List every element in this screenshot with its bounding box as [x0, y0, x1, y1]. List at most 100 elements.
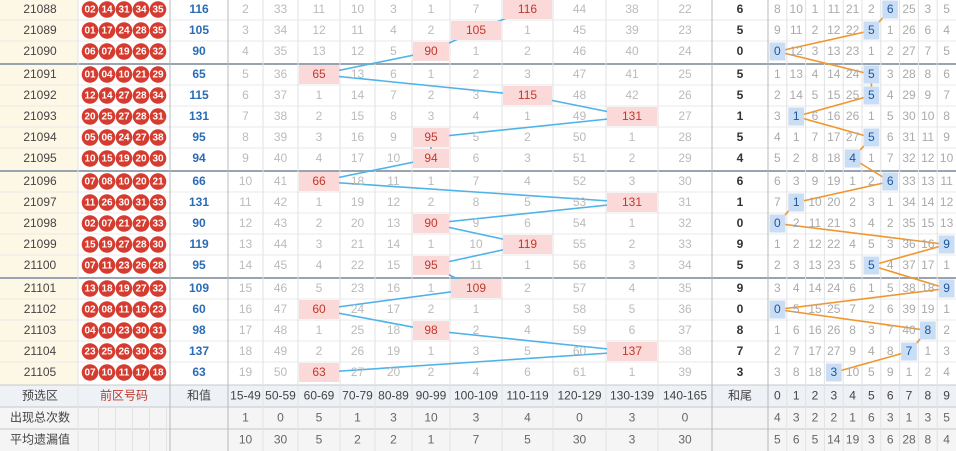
range-omission: 17 — [239, 323, 253, 337]
tail-digit-hit — [863, 86, 880, 105]
ball-number: 31 — [118, 5, 130, 16]
digit-omission: 12 — [790, 44, 804, 58]
ball-number: 17 — [101, 26, 113, 37]
digit-omission: 8 — [943, 109, 950, 123]
range-omission: 3 — [524, 151, 531, 165]
digit-omission: 9 — [774, 23, 781, 37]
digit-omission: 24 — [827, 281, 841, 295]
sum-range-hit — [413, 149, 449, 168]
ball-number: 25 — [101, 112, 113, 123]
digit-omission: 3 — [924, 2, 931, 16]
footer-range-value: 1 — [242, 411, 249, 425]
range-omission: 10 — [469, 237, 483, 251]
digit-omission: 11 — [809, 216, 822, 230]
sum: 119 — [189, 237, 209, 251]
ball-number: 07 — [101, 47, 113, 58]
range-omission: 33 — [678, 237, 692, 251]
tail: 9 — [737, 237, 744, 251]
footer-range-value: 30 — [573, 433, 587, 447]
range-omission: 26 — [678, 88, 692, 102]
sum-range-hit — [299, 363, 339, 382]
sum-range-hit — [299, 300, 339, 319]
digit-omission: 20 — [827, 195, 841, 209]
range-omission: 1 — [629, 130, 636, 144]
ball-number: 34 — [135, 5, 147, 16]
range-omission: 2 — [473, 67, 480, 81]
ball-number: 26 — [101, 198, 113, 209]
range-omission: 22 — [678, 2, 692, 16]
range-omission: 32 — [678, 216, 692, 230]
sum-range-value: 116 — [518, 2, 537, 16]
range-omission: 6 — [473, 151, 480, 165]
range-omission: 34 — [274, 23, 288, 37]
range-omission: 2 — [524, 130, 531, 144]
tail-digit-hit — [938, 279, 955, 298]
range-omission: 4 — [390, 23, 397, 37]
ball-number: 07 — [101, 219, 113, 230]
ball-number: 13 — [84, 284, 96, 295]
range-omission: 2 — [524, 281, 531, 295]
range-omission: 55 — [573, 237, 587, 251]
range-label: 140-165 — [663, 389, 707, 403]
footer-range-value: 5 — [524, 433, 531, 447]
ball — [81, 322, 99, 339]
ball-number: 19 — [118, 47, 130, 58]
range-omission: 46 — [573, 44, 587, 58]
ball-number: 26 — [135, 261, 147, 272]
sum-range-hit — [607, 342, 657, 361]
range-omission: 11 — [313, 2, 326, 16]
period: 21092 — [23, 88, 57, 102]
range-omission: 24 — [678, 44, 692, 58]
ball-number: 10 — [118, 70, 130, 81]
range-omission: 45 — [274, 258, 288, 272]
digit-omission: 16 — [827, 109, 841, 123]
digit-omission: 6 — [887, 302, 894, 316]
ball-number: 10 — [101, 368, 113, 379]
range-omission: 3 — [316, 237, 323, 251]
footer-digit-value: 8 — [924, 433, 931, 447]
ball-number: 23 — [84, 347, 96, 358]
sum-range-hit — [503, 0, 552, 19]
digit-omission: 13 — [808, 258, 822, 272]
range-omission: 60 — [573, 344, 587, 358]
digit-omission: 1 — [774, 67, 781, 81]
range-omission: 6 — [390, 67, 397, 81]
sum: 109 — [189, 281, 209, 295]
footer-range-value: 5 — [316, 433, 323, 447]
digit-omission: 8 — [849, 323, 856, 337]
tail: 8 — [737, 323, 744, 337]
ball-number: 34 — [152, 91, 164, 102]
footer-range-value: 10 — [424, 411, 438, 425]
digit-omission: 4 — [868, 216, 875, 230]
ball — [115, 322, 133, 339]
digit-omission: 8 — [812, 151, 819, 165]
digit-omission: 28 — [902, 67, 916, 81]
range-omission: 3 — [524, 302, 531, 316]
sum-range-hit — [299, 65, 339, 84]
range-omission: 39 — [274, 130, 288, 144]
ball — [115, 87, 133, 104]
range-omission: 7 — [242, 109, 249, 123]
ball — [115, 215, 133, 232]
range-omission: 34 — [678, 258, 692, 272]
digit-omission: 2 — [887, 216, 894, 230]
digit-omission: 12 — [940, 195, 954, 209]
ball — [115, 364, 133, 381]
sum-label: 和值 — [187, 388, 211, 403]
range-omission: 17 — [387, 302, 401, 316]
digit-omission: 4 — [849, 237, 856, 251]
footer-digit-value: 2 — [830, 411, 837, 425]
tail-digit: 5 — [868, 88, 875, 102]
tail: 1 — [737, 195, 744, 209]
ball-number: 07 — [84, 261, 96, 272]
digit-omission: 17 — [921, 258, 935, 272]
range-omission: 47 — [573, 67, 587, 81]
digit-omission: 29 — [902, 88, 916, 102]
digit-omission: 2 — [793, 237, 800, 251]
ball — [81, 43, 99, 60]
tail-digit-hit — [882, 172, 899, 191]
ball-number: 27 — [135, 133, 147, 144]
ball-number: 19 — [118, 284, 130, 295]
range-omission: 41 — [274, 174, 288, 188]
ball-number: 11 — [85, 198, 96, 209]
